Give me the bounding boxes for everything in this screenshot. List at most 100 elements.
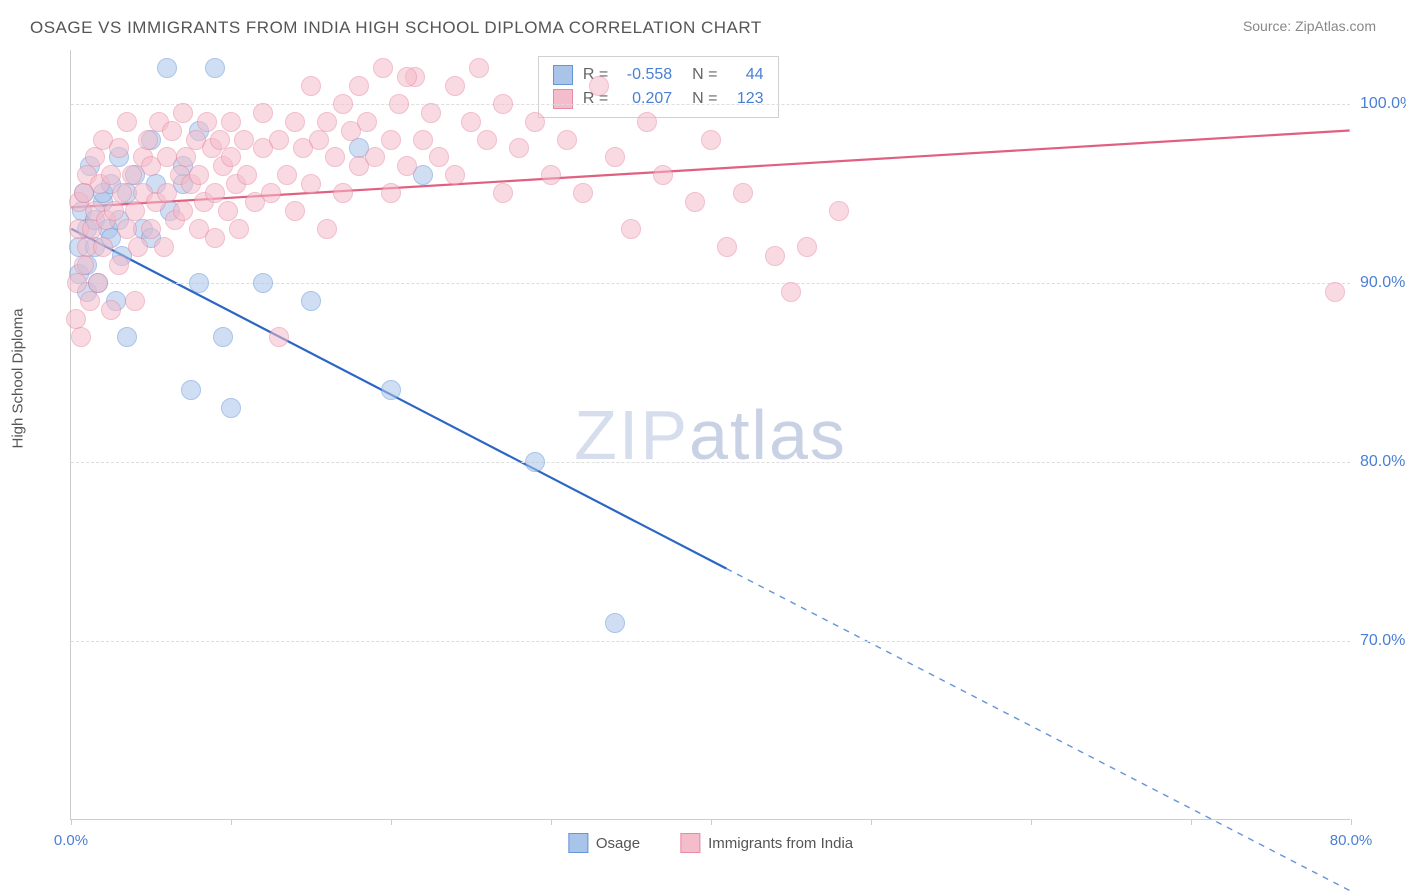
data-point xyxy=(357,112,377,132)
trend-line xyxy=(71,229,726,569)
data-point xyxy=(101,165,121,185)
data-point xyxy=(493,183,513,203)
data-point xyxy=(301,76,321,96)
legend-label: Immigrants from India xyxy=(708,835,853,852)
data-point xyxy=(173,201,193,221)
x-tick-mark xyxy=(551,819,552,825)
x-tick-mark xyxy=(1031,819,1032,825)
data-point xyxy=(477,130,497,150)
data-point xyxy=(421,103,441,123)
data-point xyxy=(317,219,337,239)
data-point xyxy=(445,76,465,96)
x-tick-mark xyxy=(231,819,232,825)
data-point xyxy=(733,183,753,203)
data-point xyxy=(429,147,449,167)
series-swatch xyxy=(553,65,573,85)
data-point xyxy=(717,237,737,257)
data-point xyxy=(93,237,113,257)
data-point xyxy=(229,219,249,239)
data-point xyxy=(205,58,225,78)
data-point xyxy=(381,130,401,150)
data-point xyxy=(589,76,609,96)
data-point xyxy=(221,112,241,132)
x-tick-label: 0.0% xyxy=(54,832,88,849)
data-point xyxy=(541,165,561,185)
data-point xyxy=(85,147,105,167)
series-legend: Osage Immigrants from India xyxy=(568,833,853,853)
plot-area: ZIPatlas R =-0.558N =44R =0.207N =123 Os… xyxy=(70,50,1350,820)
legend-swatch xyxy=(680,833,700,853)
x-tick-mark xyxy=(1191,819,1192,825)
data-point xyxy=(221,398,241,418)
data-point xyxy=(80,291,100,311)
data-point xyxy=(333,94,353,114)
data-point xyxy=(277,165,297,185)
data-point xyxy=(301,174,321,194)
x-tick-mark xyxy=(1351,819,1352,825)
data-point xyxy=(285,112,305,132)
data-point xyxy=(88,273,108,293)
data-point xyxy=(397,67,417,87)
data-point xyxy=(261,183,281,203)
data-point xyxy=(445,165,465,185)
data-point xyxy=(557,130,577,150)
data-point xyxy=(389,94,409,114)
data-point xyxy=(117,219,137,239)
data-point xyxy=(162,121,182,141)
data-point xyxy=(509,138,529,158)
data-point xyxy=(381,183,401,203)
data-point xyxy=(325,147,345,167)
data-point xyxy=(605,613,625,633)
data-point xyxy=(765,246,785,266)
data-point xyxy=(125,291,145,311)
legend-item: Immigrants from India xyxy=(680,833,853,853)
data-point xyxy=(253,273,273,293)
series-swatch xyxy=(553,89,573,109)
data-point xyxy=(122,165,142,185)
data-point xyxy=(138,130,158,150)
stat-r-value: 0.207 xyxy=(618,90,672,108)
data-point xyxy=(141,219,161,239)
legend-item: Osage xyxy=(568,833,640,853)
data-point xyxy=(157,183,177,203)
data-point xyxy=(269,327,289,347)
y-tick-label: 80.0% xyxy=(1360,453,1406,471)
data-point xyxy=(71,327,91,347)
data-point xyxy=(176,147,196,167)
data-point xyxy=(621,219,641,239)
data-point xyxy=(104,201,124,221)
data-point xyxy=(197,112,217,132)
data-point xyxy=(101,300,121,320)
data-point xyxy=(829,201,849,221)
data-point xyxy=(117,112,137,132)
y-tick-label: 90.0% xyxy=(1360,274,1406,292)
data-point xyxy=(237,165,257,185)
data-point xyxy=(637,112,657,132)
stat-n-label: N = xyxy=(692,66,717,84)
stat-n-label: N = xyxy=(692,90,717,108)
data-point xyxy=(74,255,94,275)
data-point xyxy=(213,327,233,347)
stats-row: R =-0.558N =44 xyxy=(553,63,764,87)
data-point xyxy=(797,237,817,257)
data-point xyxy=(210,130,230,150)
data-point xyxy=(112,183,132,203)
data-point xyxy=(461,112,481,132)
data-point xyxy=(525,452,545,472)
legend-swatch xyxy=(568,833,588,853)
data-point xyxy=(66,309,86,329)
gridline-h xyxy=(71,641,1350,642)
y-axis-label: High School Diploma xyxy=(10,308,27,448)
data-point xyxy=(109,138,129,158)
data-point xyxy=(221,147,241,167)
x-tick-mark xyxy=(71,819,72,825)
data-point xyxy=(67,273,87,293)
data-point xyxy=(333,183,353,203)
data-point xyxy=(189,273,209,293)
correlation-stats-box: R =-0.558N =44R =0.207N =123 xyxy=(538,56,779,118)
data-point xyxy=(157,147,177,167)
stat-r-value: -0.558 xyxy=(618,66,672,84)
data-point xyxy=(309,130,329,150)
chart-container: High School Diploma ZIPatlas R =-0.558N … xyxy=(50,50,1370,830)
data-point xyxy=(154,237,174,257)
